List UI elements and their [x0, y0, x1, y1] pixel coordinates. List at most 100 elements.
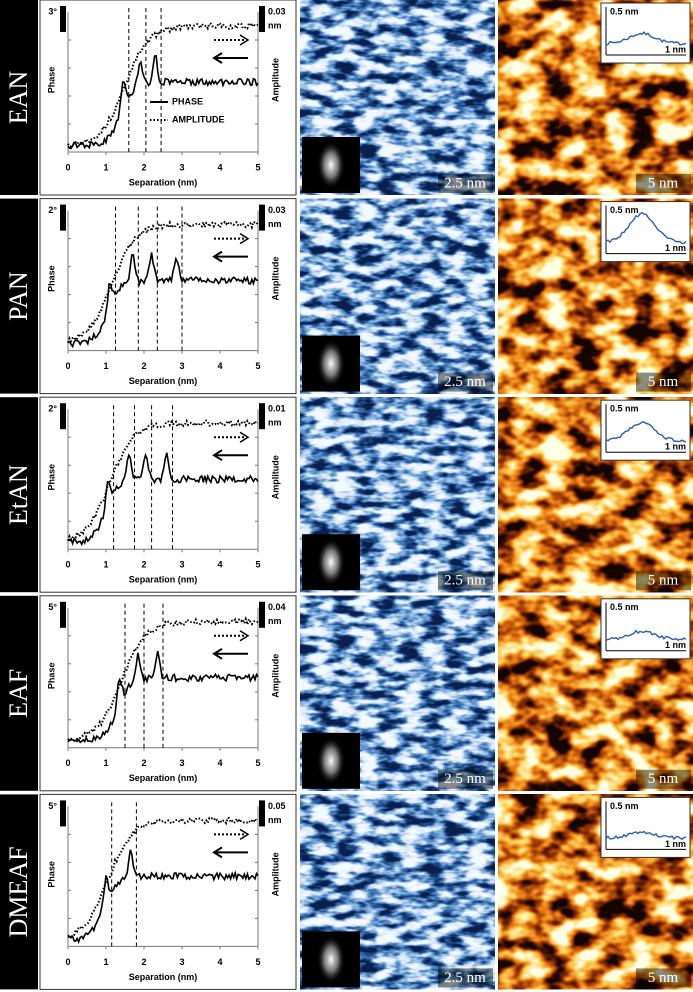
- amp-unit: nm: [268, 418, 282, 428]
- chart-panel: [39, 396, 297, 593]
- retract-arrow-head: [212, 250, 223, 263]
- phase-scale-bar: [60, 204, 66, 231]
- x-tick-label: 2: [141, 957, 146, 967]
- phase-curve: [67, 55, 259, 150]
- inset-length: 1 nm: [665, 640, 686, 650]
- amplitude-curve: [67, 615, 259, 742]
- x-tick-label: 5: [255, 162, 260, 172]
- x-tick-label: 0: [65, 560, 70, 570]
- approach-arrow-head: [239, 34, 250, 46]
- x-tick-label: 0: [65, 162, 70, 172]
- amp-scale-bar: [259, 204, 265, 231]
- amp-scale: 0.05: [268, 801, 286, 811]
- x-tick-label: 4: [217, 957, 222, 967]
- phase-scale-bar: [60, 403, 66, 430]
- y-left-label: Phase: [46, 663, 56, 690]
- row-label: EAN: [4, 71, 33, 125]
- height-profile: [605, 830, 687, 841]
- row-label: EtAN: [4, 464, 33, 525]
- phase-scale: 2°: [48, 205, 57, 215]
- inset-length: 1 nm: [665, 442, 686, 452]
- legend-entry: AMPLITUDE: [172, 114, 225, 124]
- x-tick-label: 2: [141, 560, 146, 570]
- label-strip: [0, 0, 38, 195]
- amp-scale-bar: [259, 403, 265, 430]
- x-tick-label: 0: [65, 361, 70, 371]
- y-right-label: Amplitude: [270, 455, 280, 499]
- y-right-label: Amplitude: [270, 58, 280, 102]
- y-left-label: Phase: [46, 861, 56, 888]
- approach-arrow-head: [239, 828, 250, 841]
- phase-scale: 3°: [48, 6, 57, 16]
- phase-curve: [67, 452, 259, 547]
- x-tick-label: 3: [179, 957, 184, 967]
- amp-unit: nm: [268, 815, 282, 825]
- x-tick-label: 1: [103, 758, 108, 768]
- row-label: EAF: [4, 669, 33, 718]
- legend-entry: PHASE: [172, 96, 203, 106]
- x-tick-label: 4: [217, 361, 222, 371]
- chart-panel: [39, 0, 297, 196]
- fft-pattern: [317, 339, 345, 388]
- profile-inset: [600, 598, 691, 660]
- amp-unit: nm: [268, 20, 282, 30]
- x-tick-label: 0: [65, 758, 70, 768]
- scale-box: [636, 769, 691, 789]
- amp-scale-bar: [259, 6, 265, 32]
- x-axis-label: Separation (nm): [129, 972, 198, 982]
- phase-curve: [67, 252, 259, 349]
- scale-box: [438, 769, 493, 789]
- phase-curve: [67, 849, 259, 944]
- x-tick-label: 2: [141, 162, 146, 172]
- topo-scale: 5 nm: [648, 573, 679, 589]
- x-tick-label: 4: [217, 758, 222, 768]
- amp-scale: 0.03: [268, 205, 286, 215]
- phase-scale-bar: [60, 6, 66, 32]
- amp-scale: 0.03: [268, 6, 286, 16]
- chart-panel: [39, 793, 297, 990]
- scale-box: [438, 372, 493, 392]
- afm-scale: 2.5 nm: [444, 970, 486, 986]
- x-tick-label: 2: [141, 361, 146, 371]
- amp-unit: nm: [268, 219, 282, 229]
- phase-scale: 2°: [48, 404, 57, 414]
- topo-scale: 5 nm: [648, 374, 679, 390]
- scale-box: [636, 571, 691, 591]
- y-left-label: Phase: [46, 265, 56, 292]
- phase-scale-bar: [60, 601, 66, 628]
- x-tick-label: 5: [255, 957, 260, 967]
- label-strip: [0, 595, 38, 791]
- label-strip: [0, 794, 38, 990]
- afm-scale: 2.5 nm: [444, 771, 486, 787]
- y-left-label: Phase: [46, 464, 56, 491]
- scale-box: [636, 968, 691, 988]
- label-strip: [0, 397, 38, 593]
- scale-box: [438, 968, 493, 988]
- y-left-label: Phase: [46, 67, 56, 94]
- phase-curve: [67, 650, 259, 744]
- x-axis-label: Separation (nm): [129, 376, 198, 386]
- y-right-label: Amplitude: [270, 654, 280, 698]
- inset-length: 1 nm: [665, 839, 686, 849]
- y-right-label: Amplitude: [270, 852, 280, 896]
- inset-height: 0.5 nm: [610, 404, 639, 414]
- approach-arrow-head: [239, 232, 250, 245]
- x-tick-label: 4: [217, 162, 222, 172]
- afm-scale: 2.5 nm: [444, 374, 486, 390]
- phase-scale: 5°: [48, 602, 57, 612]
- x-tick-label: 1: [103, 560, 108, 570]
- x-tick-label: 3: [179, 758, 184, 768]
- fft-pattern: [317, 736, 345, 785]
- amp-scale: 0.01: [268, 404, 286, 414]
- scale-box: [438, 174, 493, 193]
- chart-panel: [39, 595, 297, 792]
- amplitude-curve: [67, 22, 259, 148]
- afm-scale: 2.5 nm: [444, 175, 486, 191]
- y-right-label: Amplitude: [270, 257, 280, 301]
- x-tick-label: 5: [255, 361, 260, 371]
- amp-scale-bar: [259, 601, 265, 628]
- height-profile: [605, 629, 687, 642]
- profile-inset: [600, 399, 691, 461]
- x-axis-label: Separation (nm): [129, 575, 198, 585]
